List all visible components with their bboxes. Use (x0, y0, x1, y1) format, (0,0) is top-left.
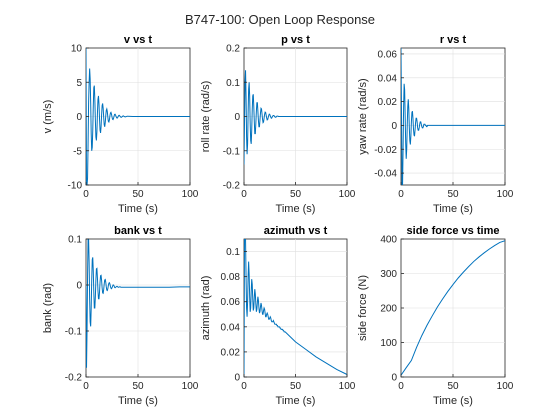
subplot-title: azimuth vs t (264, 225, 328, 237)
y-tick-label: 0.1 (226, 78, 240, 89)
y-tick-label: 0 (76, 112, 82, 123)
subplot-title: side force vs time (407, 225, 500, 237)
y-tick-label: -10 (68, 181, 83, 192)
y-tick-label: 5 (76, 78, 82, 89)
x-tick-label: 100 (339, 189, 356, 200)
y-tick-label: 0 (234, 112, 240, 123)
subplot-bank-vs-t: bank vs t Time (s) bank (rad) 0 50 100 -0.2… (42, 225, 199, 407)
grid (244, 239, 347, 377)
y-tick-label: 100 (380, 338, 397, 349)
y-tick-label: 0.04 (221, 322, 241, 333)
y-tick-label: -0.2 (223, 181, 241, 192)
series-line-0 (244, 239, 347, 377)
y-tick-label: -0.1 (223, 146, 241, 157)
subplot-title: v vs t (124, 34, 152, 46)
y-tick-label: 0.08 (221, 272, 241, 283)
figure-title: B747-100: Open Loop Response (185, 12, 375, 27)
y-tick-label: 0.06 (221, 297, 241, 308)
y-axis-label: roll rate (rad/s) (200, 81, 212, 153)
x-axis-label: Time (s) (433, 203, 473, 215)
y-axis-label: v (m/s) (42, 100, 54, 134)
x-tick-label: 0 (83, 189, 89, 200)
y-axis-label: bank (rad) (42, 283, 54, 333)
x-tick-label: 100 (339, 381, 356, 392)
series-line-0 (401, 48, 505, 185)
y-tick-label: 0 (391, 121, 397, 132)
y-axis-label: yaw rate (rad/s) (357, 78, 369, 154)
series-line-0 (86, 239, 190, 368)
y-tick-label: -0.04 (374, 169, 397, 180)
y-axis-label: side force (N) (357, 275, 369, 341)
y-tick-label: 0.06 (378, 49, 398, 60)
subplot-p-vs-t: p vs t Time (s) roll rate (rad/s) 0 50 100… (200, 34, 356, 215)
x-tick-label: 0 (241, 381, 247, 392)
subplot-azimuth-vs-t: azimuth vs t Time (s) azimuth (rad) 0 50 1… (200, 225, 356, 407)
x-axis-label: Time (s) (276, 203, 316, 215)
x-tick-label: 50 (132, 189, 144, 200)
grid (401, 239, 505, 377)
x-tick-label: 50 (290, 381, 302, 392)
x-tick-label: 100 (497, 189, 514, 200)
series-line-0 (244, 70, 347, 165)
x-axis-label: Time (s) (276, 395, 316, 407)
subplot-title: bank vs t (114, 225, 162, 237)
x-tick-label: 0 (241, 189, 247, 200)
subplot-title: r vs t (440, 34, 467, 46)
y-tick-label: 0 (234, 373, 240, 384)
y-tick-label: 0 (391, 373, 397, 384)
y-tick-label: 0.04 (378, 73, 398, 84)
x-axis-label: Time (s) (118, 395, 158, 407)
y-tick-label: 0.2 (226, 44, 240, 55)
x-tick-label: 50 (447, 189, 459, 200)
x-tick-label: 0 (398, 189, 404, 200)
y-axis-label: azimuth (rad) (200, 276, 212, 341)
y-tick-label: -0.2 (65, 373, 83, 384)
y-tick-label: 0 (76, 281, 82, 292)
y-tick-label: 200 (380, 304, 397, 315)
x-tick-label: 50 (447, 381, 459, 392)
subplot-v-vs-t: v vs t Time (s) v (m/s) 0 50 100 -10 -5 0 5 10 (42, 34, 199, 215)
x-axis-label: Time (s) (118, 203, 158, 215)
y-tick-label: 10 (71, 44, 83, 55)
x-tick-label: 100 (182, 381, 199, 392)
y-tick-label: 0.02 (221, 347, 241, 358)
x-tick-label: 0 (83, 381, 89, 392)
y-tick-label: 300 (380, 269, 397, 280)
x-axis-label: Time (s) (433, 395, 473, 407)
subplot-side-force-vs-time: side force vs time Time (s) side force (… (357, 225, 514, 407)
x-tick-label: 100 (182, 189, 199, 200)
y-tick-label: 0.1 (68, 235, 82, 246)
y-tick-label: 400 (380, 235, 397, 246)
x-tick-label: 50 (290, 189, 302, 200)
y-tick-label: 0.02 (378, 97, 398, 108)
y-tick-label: -5 (73, 146, 82, 157)
series-line-0 (401, 240, 505, 376)
x-tick-label: 0 (398, 381, 404, 392)
x-tick-label: 100 (497, 381, 514, 392)
y-tick-label: 0.1 (226, 247, 240, 258)
series-line-0 (86, 48, 190, 185)
subplot-r-vs-t: r vs t Time (s) yaw rate (rad/s) 0 50 100 -… (357, 34, 514, 215)
y-tick-label: -0.1 (65, 327, 83, 338)
grid (86, 239, 190, 377)
x-tick-label: 50 (132, 381, 144, 392)
grid (401, 48, 505, 185)
subplot-title: p vs t (281, 34, 310, 46)
y-tick-label: -0.02 (374, 145, 397, 156)
